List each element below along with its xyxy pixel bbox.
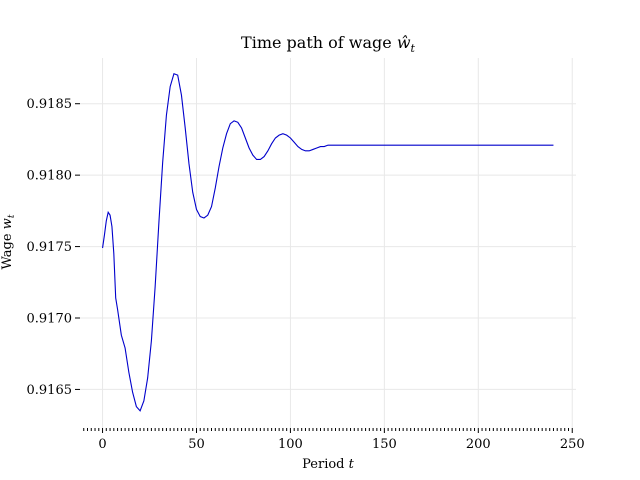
x-tick-label: 250: [560, 437, 585, 452]
x-tick-label: 50: [188, 437, 205, 452]
y-tick-label: 0.9170: [27, 312, 73, 327]
wage-line: [102, 72, 554, 412]
grid: [80, 58, 576, 428]
y-tick-label: 0.9165: [27, 383, 73, 398]
y-axis-label: Wage wt: [0, 214, 17, 269]
y-tick-label: 0.9185: [27, 97, 73, 112]
x-tick-label: 150: [372, 437, 397, 452]
x-tick-label: 200: [466, 437, 491, 452]
x-axis: 0 50 100 150 200 250: [83, 428, 585, 452]
y-tick-label: 0.9175: [27, 240, 73, 255]
chart-title: Time path of wage ŵt: [241, 33, 416, 55]
y-tick-label: 0.9180: [27, 169, 73, 184]
x-tick-label: 100: [278, 437, 303, 452]
y-axis: 0.9165 0.9170 0.9175 0.9180 0.9185: [27, 97, 80, 398]
x-axis-label: Period t: [302, 457, 355, 472]
x-tick-label: 0: [98, 437, 106, 452]
series-layer: [102, 72, 554, 412]
